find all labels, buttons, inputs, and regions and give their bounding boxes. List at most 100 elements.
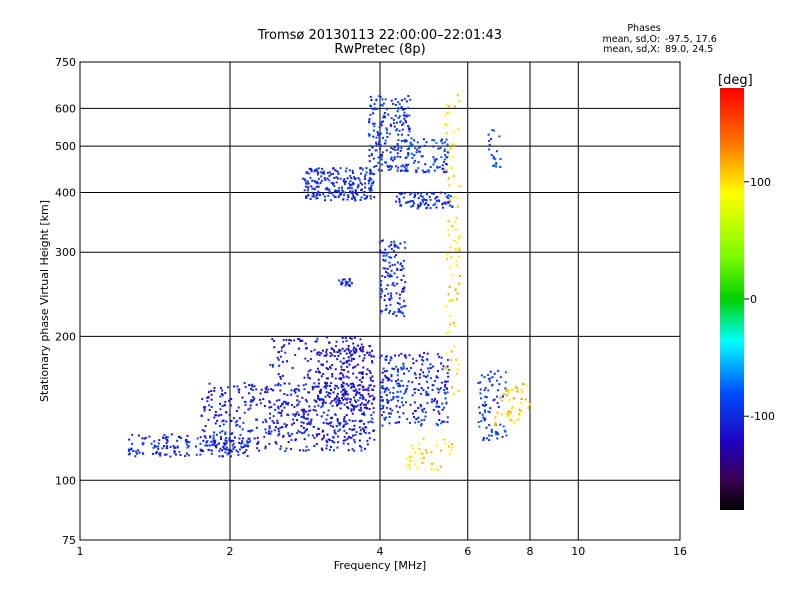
data-point	[163, 445, 166, 448]
data-point	[330, 445, 333, 448]
data-point	[413, 401, 416, 404]
data-point	[448, 199, 451, 202]
data-point	[397, 166, 400, 169]
data-point	[504, 381, 507, 384]
data-point	[363, 194, 366, 197]
data-point	[233, 385, 236, 388]
data-point	[222, 423, 225, 426]
data-point	[456, 292, 459, 295]
data-point	[402, 384, 405, 387]
data-point	[429, 207, 432, 210]
data-point	[222, 445, 225, 448]
data-point	[444, 201, 447, 204]
data-point	[385, 161, 388, 164]
data-point	[349, 191, 352, 194]
data-point	[396, 268, 399, 271]
data-point	[326, 186, 329, 189]
data-point	[314, 409, 317, 412]
data-point	[382, 411, 385, 414]
data-point	[445, 171, 448, 174]
data-point	[314, 340, 317, 343]
data-point	[447, 293, 450, 296]
data-point	[399, 263, 402, 266]
data-point	[403, 117, 406, 120]
data-point	[455, 372, 458, 375]
data-point	[221, 394, 224, 397]
data-point	[232, 448, 235, 451]
data-point	[355, 349, 358, 352]
data-point	[337, 187, 340, 190]
data-point	[396, 374, 399, 377]
data-point	[135, 452, 138, 455]
data-point	[356, 390, 359, 393]
data-point	[484, 387, 487, 390]
data-point	[478, 425, 481, 428]
data-point	[404, 356, 407, 359]
data-point	[385, 149, 388, 152]
data-point	[264, 447, 267, 450]
data-point	[339, 192, 342, 195]
data-point	[393, 263, 396, 266]
data-point	[448, 453, 451, 456]
data-point	[340, 390, 343, 393]
data-point	[444, 162, 447, 165]
data-point	[359, 198, 362, 201]
phase-stats-x-values: 89.0, 24.5	[665, 44, 713, 55]
data-point	[353, 438, 356, 441]
data-point	[303, 413, 306, 416]
data-point	[456, 197, 459, 200]
data-point	[334, 189, 337, 192]
data-point	[310, 418, 313, 421]
data-point	[397, 354, 400, 357]
data-point	[422, 437, 425, 440]
data-point	[304, 398, 307, 401]
data-point	[447, 234, 450, 237]
data-point	[301, 432, 304, 435]
data-point	[331, 404, 334, 407]
data-point	[232, 442, 235, 445]
data-point	[381, 104, 384, 107]
data-point	[335, 181, 338, 184]
data-point	[358, 371, 361, 374]
data-point	[274, 441, 277, 444]
data-point	[394, 380, 397, 383]
data-point	[354, 347, 357, 350]
data-point	[391, 409, 394, 412]
data-point	[440, 356, 443, 359]
data-point	[347, 370, 350, 373]
data-point	[241, 428, 244, 431]
data-point	[447, 196, 450, 199]
data-point	[361, 394, 364, 397]
data-point	[248, 384, 251, 387]
data-point	[426, 374, 429, 377]
data-point	[396, 110, 399, 113]
data-point	[364, 426, 367, 429]
data-point	[448, 200, 451, 203]
data-point	[313, 170, 316, 173]
data-point	[445, 169, 448, 172]
data-point	[516, 387, 519, 390]
data-point	[270, 388, 273, 391]
data-point	[358, 355, 361, 358]
data-point	[351, 434, 354, 437]
data-point	[299, 431, 302, 434]
data-point	[389, 168, 392, 171]
data-point	[379, 293, 382, 296]
data-point	[376, 107, 379, 110]
data-point	[293, 339, 296, 342]
data-point	[450, 449, 453, 452]
data-point	[491, 383, 494, 386]
data-point	[321, 172, 324, 175]
data-point	[397, 308, 400, 311]
data-point	[341, 347, 344, 350]
data-point	[354, 192, 357, 195]
data-point	[431, 388, 434, 391]
data-point	[392, 312, 395, 315]
data-point	[379, 145, 382, 148]
data-point	[400, 140, 403, 143]
data-point	[392, 102, 395, 105]
data-point	[400, 401, 403, 404]
data-point	[320, 415, 323, 418]
data-point	[393, 122, 396, 125]
data-point	[216, 433, 219, 436]
